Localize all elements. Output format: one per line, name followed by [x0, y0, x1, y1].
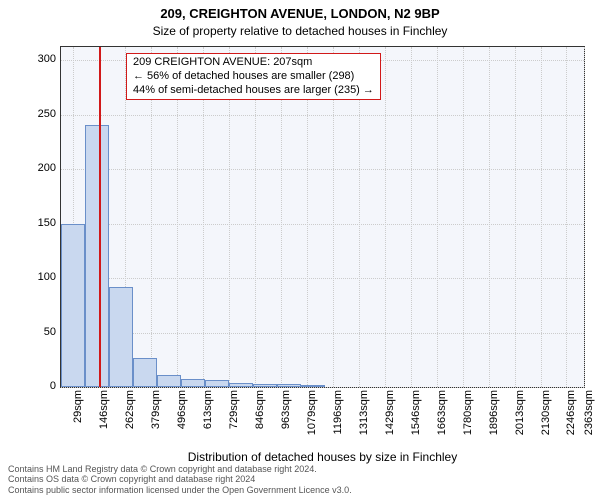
x-axis-label: Distribution of detached houses by size … [60, 450, 585, 464]
plot-area: 209 CREIGHTON AVENUE: 207sqm ← 56% of de… [60, 46, 585, 388]
footer-line1: Contains HM Land Registry data © Crown c… [8, 464, 352, 475]
histogram-bar [205, 380, 229, 387]
histogram-bar [61, 224, 85, 387]
histogram-bar [301, 385, 325, 387]
x-tick-label: 963sqm [280, 390, 292, 450]
histogram-bar [157, 375, 181, 387]
x-tick-label: 613sqm [202, 390, 214, 450]
histogram-bar [253, 384, 277, 387]
histogram-bar [109, 287, 133, 387]
x-tick-label: 1196sqm [332, 390, 344, 450]
y-tick-label: 250 [16, 108, 56, 120]
y-tick-label: 200 [16, 162, 56, 174]
x-tick-label: 1429sqm [384, 390, 396, 450]
x-tick-label: 1896sqm [488, 390, 500, 450]
y-tick-label: 150 [16, 217, 56, 229]
x-tick-label: 262sqm [124, 390, 136, 450]
x-tick-label: 496sqm [176, 390, 188, 450]
x-tick-label: 846sqm [254, 390, 266, 450]
chart-title-address: 209, CREIGHTON AVENUE, LONDON, N2 9BP [0, 6, 600, 21]
histogram-bar [181, 379, 205, 387]
histogram-bar [229, 383, 253, 387]
x-tick-label: 1079sqm [306, 390, 318, 450]
grid-line-v [584, 47, 585, 387]
x-tick-label: 2130sqm [540, 390, 552, 450]
histogram-bar [277, 384, 301, 387]
histogram-bar [85, 125, 109, 387]
x-tick-label: 1313sqm [358, 390, 370, 450]
x-tick-label: 2013sqm [514, 390, 526, 450]
footer-line3: Contains public sector information licen… [8, 485, 352, 496]
info-box-line3: 44% of semi-detached houses are larger (… [133, 84, 374, 98]
x-tick-label: 146sqm [98, 390, 110, 450]
x-tick-label: 1546sqm [410, 390, 422, 450]
x-tick-label: 729sqm [228, 390, 240, 450]
histogram-bar [133, 358, 157, 387]
x-tick-label: 1780sqm [462, 390, 474, 450]
y-tick-label: 50 [16, 326, 56, 338]
y-tick-label: 300 [16, 53, 56, 65]
info-box-line1: 209 CREIGHTON AVENUE: 207sqm [133, 56, 374, 70]
info-box-line2: ← 56% of detached houses are smaller (29… [133, 70, 374, 84]
x-tick-label: 379sqm [150, 390, 162, 450]
footer-line2: Contains OS data © Crown copyright and d… [8, 474, 352, 485]
marker-line [99, 47, 101, 387]
y-tick-label: 0 [16, 380, 56, 392]
x-tick-label: 2246sqm [565, 390, 577, 450]
x-tick-label: 1663sqm [436, 390, 448, 450]
info-box: 209 CREIGHTON AVENUE: 207sqm ← 56% of de… [126, 53, 381, 100]
x-tick-label: 2363sqm [583, 390, 595, 450]
y-tick-label: 100 [16, 271, 56, 283]
footer-attribution: Contains HM Land Registry data © Crown c… [8, 464, 352, 496]
x-tick-label: 29sqm [72, 390, 84, 450]
grid-line-h [61, 387, 584, 388]
chart-container: 209, CREIGHTON AVENUE, LONDON, N2 9BP Si… [0, 0, 600, 500]
chart-title-desc: Size of property relative to detached ho… [0, 24, 600, 38]
